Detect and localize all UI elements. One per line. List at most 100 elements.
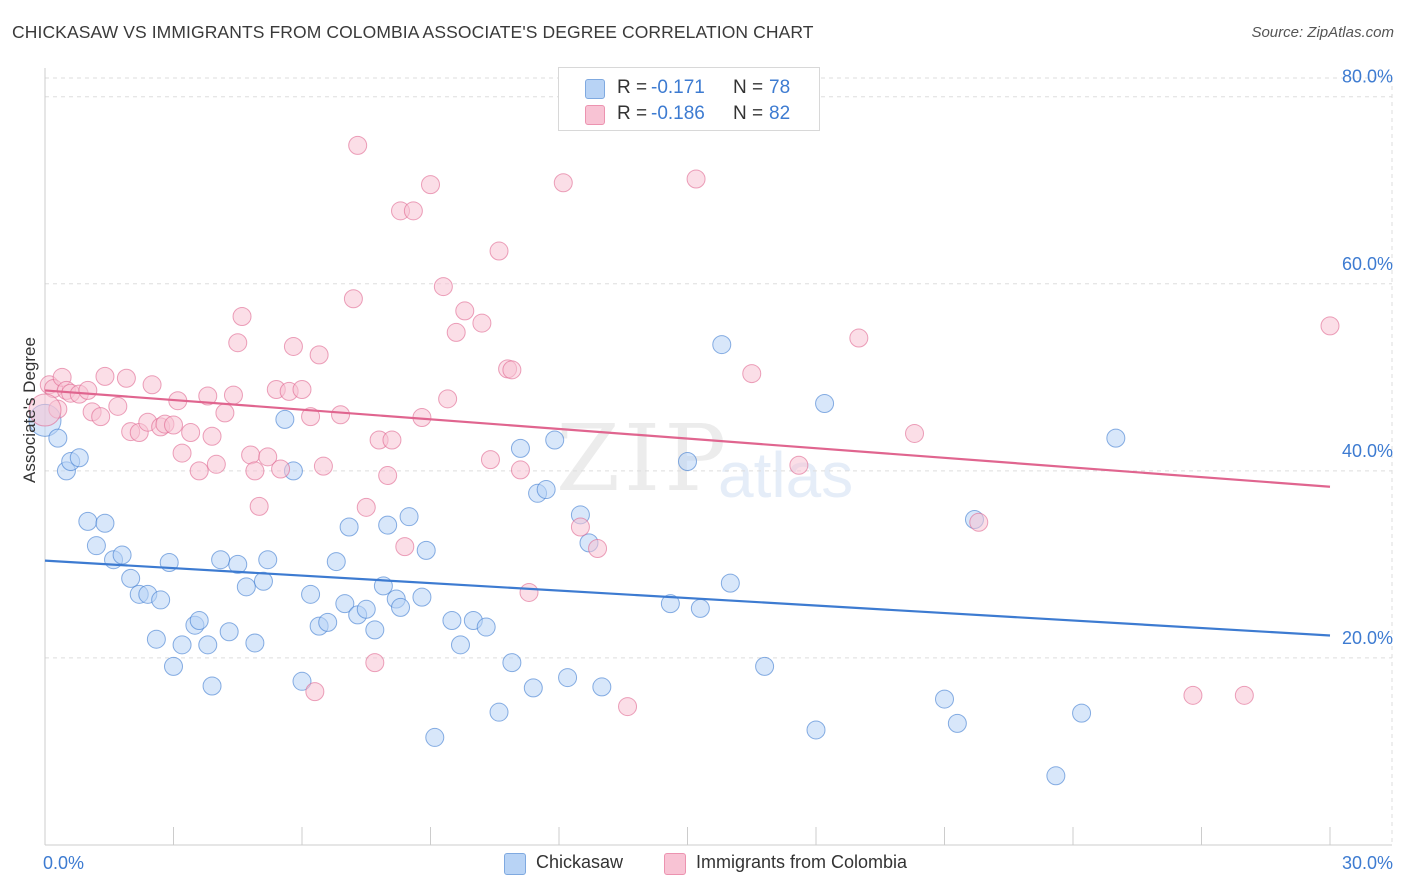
point-chickasaw — [339, 517, 359, 537]
legend-n-value: 78 — [769, 77, 791, 98]
point-chickasaw — [399, 507, 419, 527]
point-colombia — [472, 313, 492, 333]
point-colombia — [553, 173, 573, 193]
bottom-legend-swatch — [504, 853, 526, 875]
point-chickasaw — [558, 668, 578, 688]
point-chickasaw — [425, 727, 445, 747]
y-tick-label: 60.0% — [1342, 254, 1393, 274]
point-colombia — [258, 447, 278, 467]
point-colombia — [519, 582, 539, 602]
point-colombia — [365, 653, 385, 673]
point-colombia — [164, 415, 183, 435]
trend-line-colombia — [44, 389, 1331, 488]
point-colombia — [241, 445, 261, 465]
point-colombia — [905, 423, 925, 443]
x-tick-label-end: 30.0% — [1342, 853, 1393, 873]
point-colombia — [95, 366, 115, 386]
axes-layer — [44, 68, 1392, 846]
point-colombia — [91, 407, 111, 427]
point-colombia — [202, 426, 222, 446]
point-colombia — [313, 456, 333, 476]
point-chickasaw — [1106, 428, 1126, 448]
legend-n-label: N = — [733, 77, 764, 98]
source-label: Source: ZipAtlas.com — [1251, 24, 1394, 41]
point-colombia — [789, 455, 809, 475]
point-colombia — [343, 289, 363, 309]
point-chickasaw — [545, 430, 565, 450]
x-tick-label-start: 0.0% — [43, 853, 84, 873]
point-colombia — [309, 345, 329, 365]
point-chickasaw — [391, 597, 411, 617]
point-chickasaw — [450, 635, 470, 655]
legend-r-label: R = — [617, 77, 648, 98]
point-colombia — [215, 403, 235, 423]
point-chickasaw — [510, 438, 530, 458]
point-colombia — [198, 386, 218, 406]
point-chickasaw — [326, 552, 346, 572]
point-colombia — [570, 517, 590, 537]
point-chickasaw — [806, 720, 826, 740]
point-chickasaw — [678, 452, 697, 471]
point-chickasaw — [78, 511, 98, 531]
point-colombia — [245, 461, 265, 481]
point-chickasaw — [202, 676, 222, 696]
watermark-zip: ZIP — [556, 405, 731, 512]
point-chickasaw — [301, 584, 321, 604]
point-chickasaw — [356, 599, 376, 619]
point-colombia — [305, 682, 325, 702]
point-colombia — [686, 169, 706, 189]
point-chickasaw — [690, 598, 710, 618]
point-chickasaw — [275, 409, 295, 429]
legend-r-label: R = — [617, 103, 648, 124]
legend-r-value: -0.186 — [651, 103, 705, 124]
point-chickasaw — [755, 656, 775, 676]
point-chickasaw — [416, 540, 436, 560]
point-colombia — [849, 328, 869, 348]
point-chickasaw — [69, 448, 89, 468]
point-chickasaw — [720, 573, 740, 593]
point-colombia — [292, 379, 312, 399]
watermark-atlas: atlas — [718, 439, 854, 511]
bottom-legend-label: Chickasaw — [536, 852, 624, 872]
point-colombia — [189, 461, 209, 481]
point-colombia — [382, 430, 402, 450]
point-chickasaw — [236, 577, 256, 597]
point-colombia — [249, 496, 269, 516]
point-colombia — [142, 375, 162, 395]
point-colombia — [223, 385, 243, 405]
point-colombia — [181, 423, 201, 443]
point-chickasaw — [947, 713, 967, 733]
point-chickasaw — [523, 678, 543, 698]
point-colombia — [742, 364, 762, 384]
point-colombia — [510, 460, 530, 480]
point-colombia — [28, 393, 62, 427]
point-chickasaw — [592, 677, 612, 697]
legend-n-value: 82 — [769, 103, 791, 124]
point-chickasaw — [198, 635, 218, 655]
point-colombia — [116, 368, 136, 388]
point-colombia — [283, 336, 303, 356]
point-chickasaw — [48, 428, 68, 448]
point-chickasaw — [412, 587, 432, 607]
point-chickasaw — [660, 594, 680, 614]
point-colombia — [618, 697, 638, 717]
legend-r-value: -0.171 — [651, 77, 705, 98]
point-colombia — [378, 466, 398, 486]
tick-labels-layer: 20.0% 40.0% 60.0% 80.0% 0.0% 30.0% — [43, 67, 1393, 873]
point-chickasaw — [245, 633, 265, 653]
y-tick-label: 20.0% — [1342, 628, 1393, 648]
point-chickasaw — [112, 545, 132, 565]
point-chickasaw — [335, 594, 355, 614]
point-colombia — [588, 538, 608, 558]
point-chickasaw — [712, 335, 732, 355]
trend-layer — [44, 389, 1331, 637]
point-chickasaw — [536, 480, 556, 500]
point-chickasaw — [442, 611, 462, 631]
point-chickasaw — [365, 620, 385, 640]
point-chickasaw — [378, 515, 398, 535]
point-colombia — [1320, 316, 1340, 336]
point-chickasaw — [151, 590, 171, 610]
point-chickasaw — [189, 611, 209, 631]
point-colombia — [232, 307, 252, 327]
